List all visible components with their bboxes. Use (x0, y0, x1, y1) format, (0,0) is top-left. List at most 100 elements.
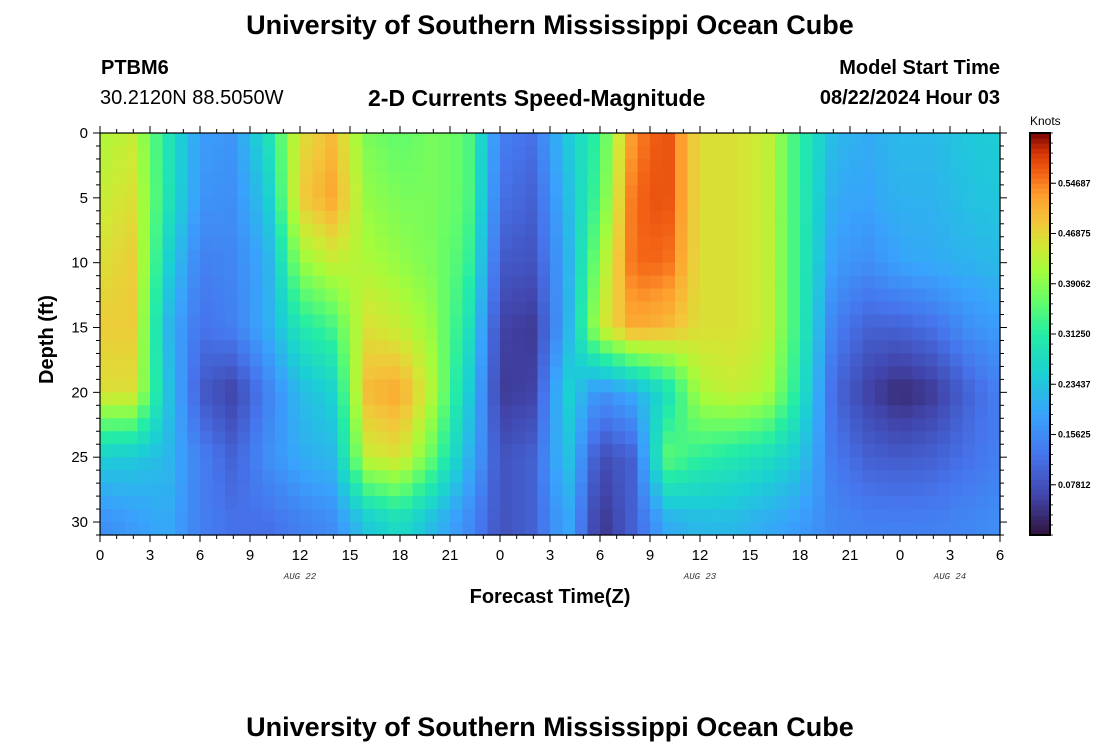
heatmap-cell (662, 236, 676, 251)
heatmap-cell (437, 392, 451, 406)
colorbar-segment (1030, 379, 1050, 385)
heatmap-cell (475, 353, 489, 368)
colorbar (1030, 133, 1050, 536)
heatmap-cell (737, 340, 751, 355)
heatmap-cell (625, 327, 639, 342)
heatmap-cell (575, 444, 589, 458)
heatmap-cell (525, 275, 539, 290)
heatmap-cell (950, 223, 964, 238)
heatmap-cell (737, 275, 751, 290)
heatmap-cell (937, 496, 951, 510)
heatmap-cell (512, 184, 526, 199)
heatmap-cell (787, 483, 801, 497)
heatmap-cell (600, 353, 614, 368)
heatmap-cell (400, 197, 414, 212)
heatmap-cell (825, 236, 839, 251)
heatmap-cell (462, 210, 476, 225)
heatmap-cell (675, 223, 689, 238)
heatmap-cell (462, 158, 476, 173)
heatmap-cell (937, 431, 951, 445)
heatmap-cell (675, 366, 689, 380)
heatmap-cell (937, 457, 951, 471)
colorbar-tick-label: 0.15625 (1058, 430, 1091, 440)
heatmap-cell (162, 522, 176, 536)
heatmap-cell (125, 340, 139, 355)
heatmap-cell (975, 509, 989, 523)
heatmap-cell (700, 275, 714, 290)
heatmap-cell (687, 340, 701, 355)
heatmap-cell (312, 314, 326, 329)
heatmap-cell (262, 418, 276, 432)
heatmap-cell (362, 262, 376, 277)
heatmap-cell (275, 275, 289, 290)
heatmap-cell (362, 379, 376, 393)
heatmap-cell (725, 158, 739, 173)
heatmap-cell (550, 288, 564, 303)
heatmap-cell (912, 327, 926, 342)
heatmap-cell (612, 340, 626, 355)
heatmap-cell (412, 496, 426, 510)
heatmap-cell (437, 522, 451, 536)
heatmap-cell (737, 314, 751, 329)
y-tick-label: 10 (71, 255, 88, 272)
heatmap-cell (962, 483, 976, 497)
heatmap-cell (500, 379, 514, 393)
heatmap-cell (900, 509, 914, 523)
heatmap-cell (987, 470, 1001, 484)
heatmap-cell (887, 158, 901, 173)
heatmap-cell (300, 249, 314, 264)
heatmap-cell (812, 431, 826, 445)
heatmap-cell (937, 327, 951, 342)
heatmap-cell (937, 145, 951, 160)
colorbar-segment (1030, 158, 1050, 164)
heatmap-cell (262, 444, 276, 458)
heatmap-cell (412, 223, 426, 238)
heatmap-cell (450, 262, 464, 277)
colorbar-segment (1030, 323, 1050, 330)
heatmap-cell (312, 418, 326, 432)
heatmap-cell (287, 223, 301, 238)
heatmap-cell (387, 431, 401, 445)
heatmap-cell (450, 236, 464, 251)
colorbar-segment (1030, 293, 1050, 300)
heatmap-cell (325, 405, 339, 419)
heatmap-cell (800, 236, 814, 251)
heatmap-cell (187, 483, 201, 497)
heatmap-cell (525, 158, 539, 173)
heatmap-cell (300, 275, 314, 290)
heatmap-cell (825, 457, 839, 471)
heatmap-cell (562, 353, 576, 368)
model-start-label: Model Start Time (839, 57, 1000, 79)
heatmap-cell (512, 353, 526, 368)
heatmap-cell (400, 340, 414, 355)
heatmap-cell (187, 444, 201, 458)
heatmap-cell (262, 236, 276, 251)
colorbar-segment (1030, 183, 1050, 189)
heatmap-cell (412, 509, 426, 523)
heatmap-cell (850, 379, 864, 393)
heatmap-cell (450, 509, 464, 523)
heatmap-cell (450, 405, 464, 419)
heatmap-cell (400, 522, 414, 536)
heatmap-cell (212, 457, 226, 471)
heatmap-cell (437, 457, 451, 471)
heatmap-cell (225, 392, 239, 406)
heatmap-cell (262, 379, 276, 393)
colorbar-tick-label: 0.07812 (1058, 480, 1091, 490)
heatmap-cell (937, 314, 951, 329)
heatmap-cell (350, 405, 364, 419)
heatmap-cell (575, 379, 589, 393)
heatmap-cell (512, 249, 526, 264)
heatmap-cell (137, 379, 151, 393)
heatmap-cell (312, 379, 326, 393)
heatmap-cell (237, 223, 251, 238)
y-tick-label: 0 (80, 125, 88, 142)
heatmap-cell (312, 366, 326, 380)
heatmap-cell (762, 184, 776, 199)
heatmap-cell (850, 262, 864, 277)
heatmap-cell (487, 418, 501, 432)
colorbar-unit-label: Knots (1030, 114, 1061, 128)
heatmap-cell (250, 353, 264, 368)
heatmap-cell (912, 470, 926, 484)
heatmap-cell (100, 184, 114, 199)
